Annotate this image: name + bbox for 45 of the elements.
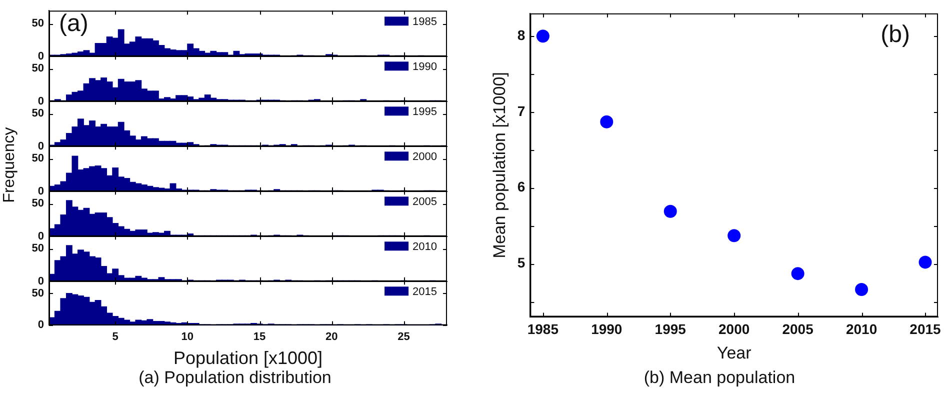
legend-label: 1985 [412,16,438,28]
y-tick-label: 5 [517,254,526,271]
y-tick-label: 0 [38,140,44,152]
x-tick-label: 2000 [718,321,750,338]
y-tick-label: 0 [38,275,44,288]
legend-label: 2005 [412,196,438,208]
annotation: (a) [59,10,88,38]
y-tick-label: 0 [38,50,44,62]
y-axis-title: Mean population [x1000] [490,72,509,258]
y-tick-label: 50 [32,152,44,165]
legend-label: 2000 [412,151,438,164]
y-tick-label: 50 [32,62,44,75]
y-tick-label: 0 [38,95,44,108]
x-tick-label: 1995 [654,321,686,338]
x-tick-label: 2010 [846,321,878,338]
x-tick-label: 1985 [527,321,559,338]
x-tick-label: 2005 [782,321,814,338]
y-tick-label: 50 [32,287,44,300]
y-axis-title: Frequency [1,126,19,204]
x-tick-label: 20 [326,330,338,343]
x-tick-label: 25 [398,330,410,343]
y-tick-label: 50 [32,18,44,30]
y-tick-label: 6 [517,178,526,195]
legend-label: 1990 [412,61,438,74]
annotation: (b) [880,21,910,48]
y-tick-label: 0 [38,230,44,242]
y-tick-label: 8 [517,27,526,44]
y-tick-label: 50 [32,108,44,120]
y-tick-label: 50 [32,242,44,255]
x-axis-title: Population [x1000] [173,348,323,368]
x-tick-label: 10 [181,330,194,343]
text: (b) Mean population [642,368,796,388]
legend-label: 2015 [412,286,438,298]
y-tick-label: 0 [38,185,44,198]
y-tick-label: 50 [32,198,44,210]
text: (a) Population distribution [138,368,332,388]
y-tick-label: 7 [517,102,526,119]
legend-label: 1995 [412,106,438,118]
x-tick-label: 1990 [591,321,622,338]
x-tick-label: 15 [253,330,266,343]
y-tick-label: 0 [38,319,44,332]
x-axis-title: Year [716,343,752,362]
x-tick-label: 5 [112,330,118,343]
legend-label: 2010 [412,241,438,254]
x-tick-label: 2015 [910,321,942,338]
